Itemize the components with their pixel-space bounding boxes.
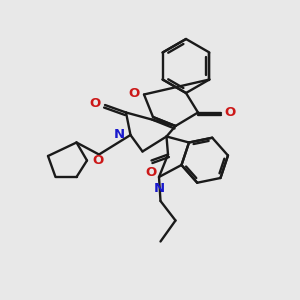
Text: O: O bbox=[128, 86, 139, 100]
Text: O: O bbox=[92, 154, 104, 167]
Text: O: O bbox=[146, 167, 157, 179]
Text: O: O bbox=[224, 106, 236, 119]
Text: N: N bbox=[153, 182, 165, 195]
Text: O: O bbox=[90, 97, 101, 110]
Text: N: N bbox=[113, 128, 124, 142]
